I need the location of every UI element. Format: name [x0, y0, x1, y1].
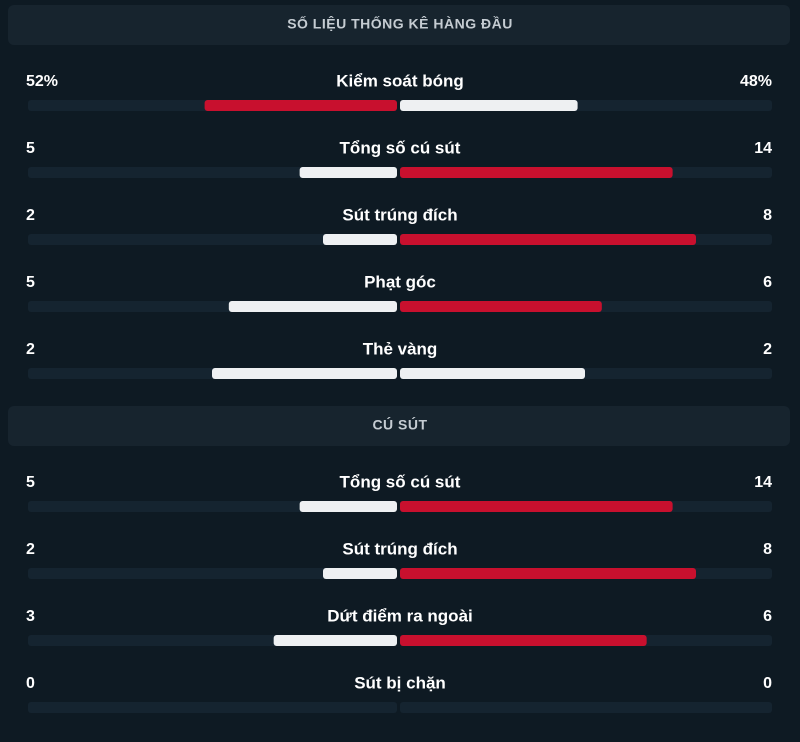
away-value: 2 [763, 341, 772, 358]
home-bar [323, 568, 397, 579]
away-bar [400, 234, 696, 245]
home-value: 5 [26, 474, 35, 491]
stat-label: Phạt góc [364, 272, 436, 291]
away-bar [400, 100, 578, 111]
home-bar [212, 368, 397, 379]
home-bar [299, 167, 397, 178]
away-bar [400, 501, 673, 512]
bar-track [28, 568, 397, 579]
away-bar [400, 635, 647, 646]
home-value: 5 [26, 140, 35, 157]
home-bar [204, 100, 397, 111]
away-value: 6 [763, 608, 772, 625]
home-value: 2 [26, 207, 35, 224]
away-value: 8 [763, 541, 772, 558]
away-value: 0 [763, 675, 772, 692]
stat-label: Sút bị chặn [354, 673, 446, 692]
away-bar [400, 301, 602, 312]
home-bar [228, 301, 397, 312]
home-bar [273, 635, 397, 646]
stat-label: Dứt điểm ra ngoài [327, 606, 473, 625]
section-title: CÚ SÚT [372, 416, 427, 433]
stat-label: Sút trúng đích [342, 205, 457, 224]
home-value: 52% [26, 73, 58, 90]
section-header [8, 406, 790, 446]
stat-label: Tổng số cú sút [340, 138, 461, 157]
stat-label: Thẻ vàng [363, 339, 438, 358]
stat-label: Sút trúng đích [342, 539, 457, 558]
section-header [8, 5, 790, 45]
home-value: 3 [26, 608, 35, 625]
away-value: 14 [754, 474, 772, 491]
home-value: 2 [26, 341, 35, 358]
bar-track [28, 702, 397, 713]
away-bar [400, 568, 696, 579]
home-bar [299, 501, 397, 512]
away-bar [400, 167, 673, 178]
section-title: SỐ LIỆU THỐNG KÊ HÀNG ĐẦU [287, 15, 513, 32]
away-value: 14 [754, 140, 772, 157]
home-value: 5 [26, 274, 35, 291]
stat-label: Kiểm soát bóng [336, 71, 464, 90]
bar-track [28, 234, 397, 245]
home-value: 2 [26, 541, 35, 558]
away-value: 8 [763, 207, 772, 224]
bar-track [400, 702, 772, 713]
home-bar [323, 234, 397, 245]
away-bar [400, 368, 585, 379]
away-value: 48% [740, 73, 772, 90]
stat-label: Tổng số cú sút [340, 472, 461, 491]
away-value: 6 [763, 274, 772, 291]
home-value: 0 [26, 675, 35, 692]
